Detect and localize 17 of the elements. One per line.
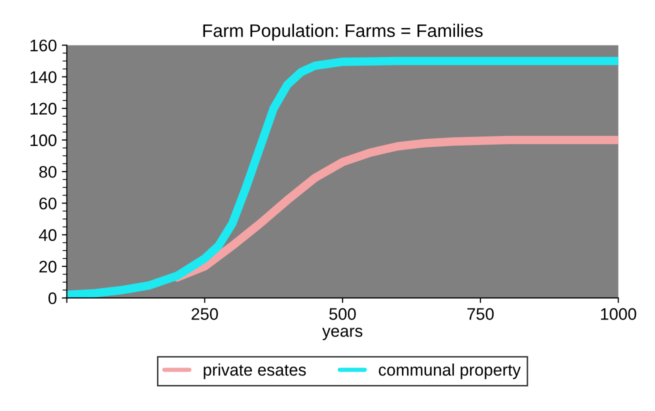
y-tick-label: 140 <box>30 71 56 84</box>
legend-label: communal property <box>378 364 521 380</box>
y-tick-label: 20 <box>39 260 56 273</box>
y-tick-label: 40 <box>38 229 56 241</box>
x-tick-label: 250 <box>192 308 218 320</box>
y-tick-label: 100 <box>30 134 56 146</box>
y-tick-label: 80 <box>39 166 56 178</box>
x-tick-label: 500 <box>329 308 356 320</box>
x-tick-label: 1000 <box>601 308 636 320</box>
y-tick-label: 120 <box>30 102 56 115</box>
y-tick-label: 60 <box>39 198 56 210</box>
y-tick-label: 160 <box>30 40 56 52</box>
legend-label: private esates <box>204 364 306 380</box>
x-axis-title: years <box>322 328 362 340</box>
y-tick-label: 0 <box>48 292 56 304</box>
chart-title: Farm Population: Farms = Families <box>203 24 483 41</box>
x-tick-label: 750 <box>467 308 494 320</box>
